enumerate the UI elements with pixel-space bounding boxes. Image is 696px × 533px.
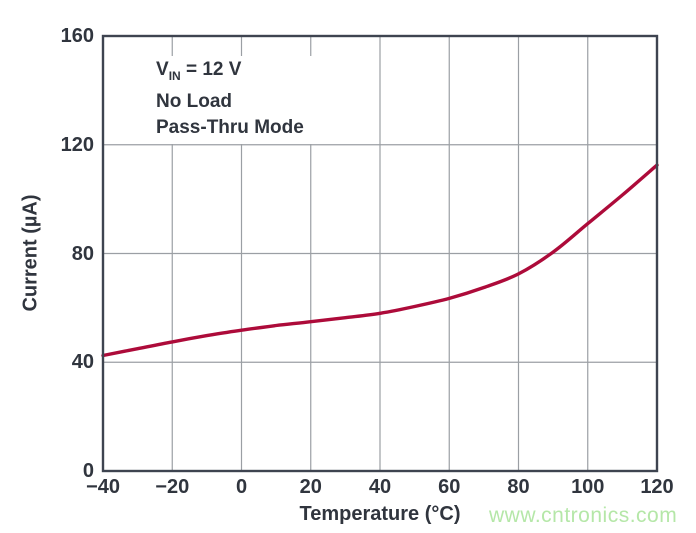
- annotation-vin: VIN = 12 V: [156, 57, 304, 89]
- series-supply-current: [101, 163, 659, 358]
- watermark: www.cntronics.com: [489, 504, 678, 527]
- annotation-vin-symbol: V: [156, 59, 169, 80]
- x-axis-title: Temperature (°C): [299, 503, 461, 525]
- y-axis-title: Current (µA): [19, 194, 42, 312]
- plot-annotation: VIN = 12 V No Load Pass-Thru Mode: [154, 56, 312, 144]
- plot-frame: [101, 34, 659, 473]
- annotation-load: No Load: [156, 90, 232, 112]
- annotation-vin-value: = 12 V: [180, 59, 242, 80]
- annotation-vin-subscript: IN: [168, 68, 181, 83]
- annotation-mode: Pass-Thru Mode: [156, 116, 304, 138]
